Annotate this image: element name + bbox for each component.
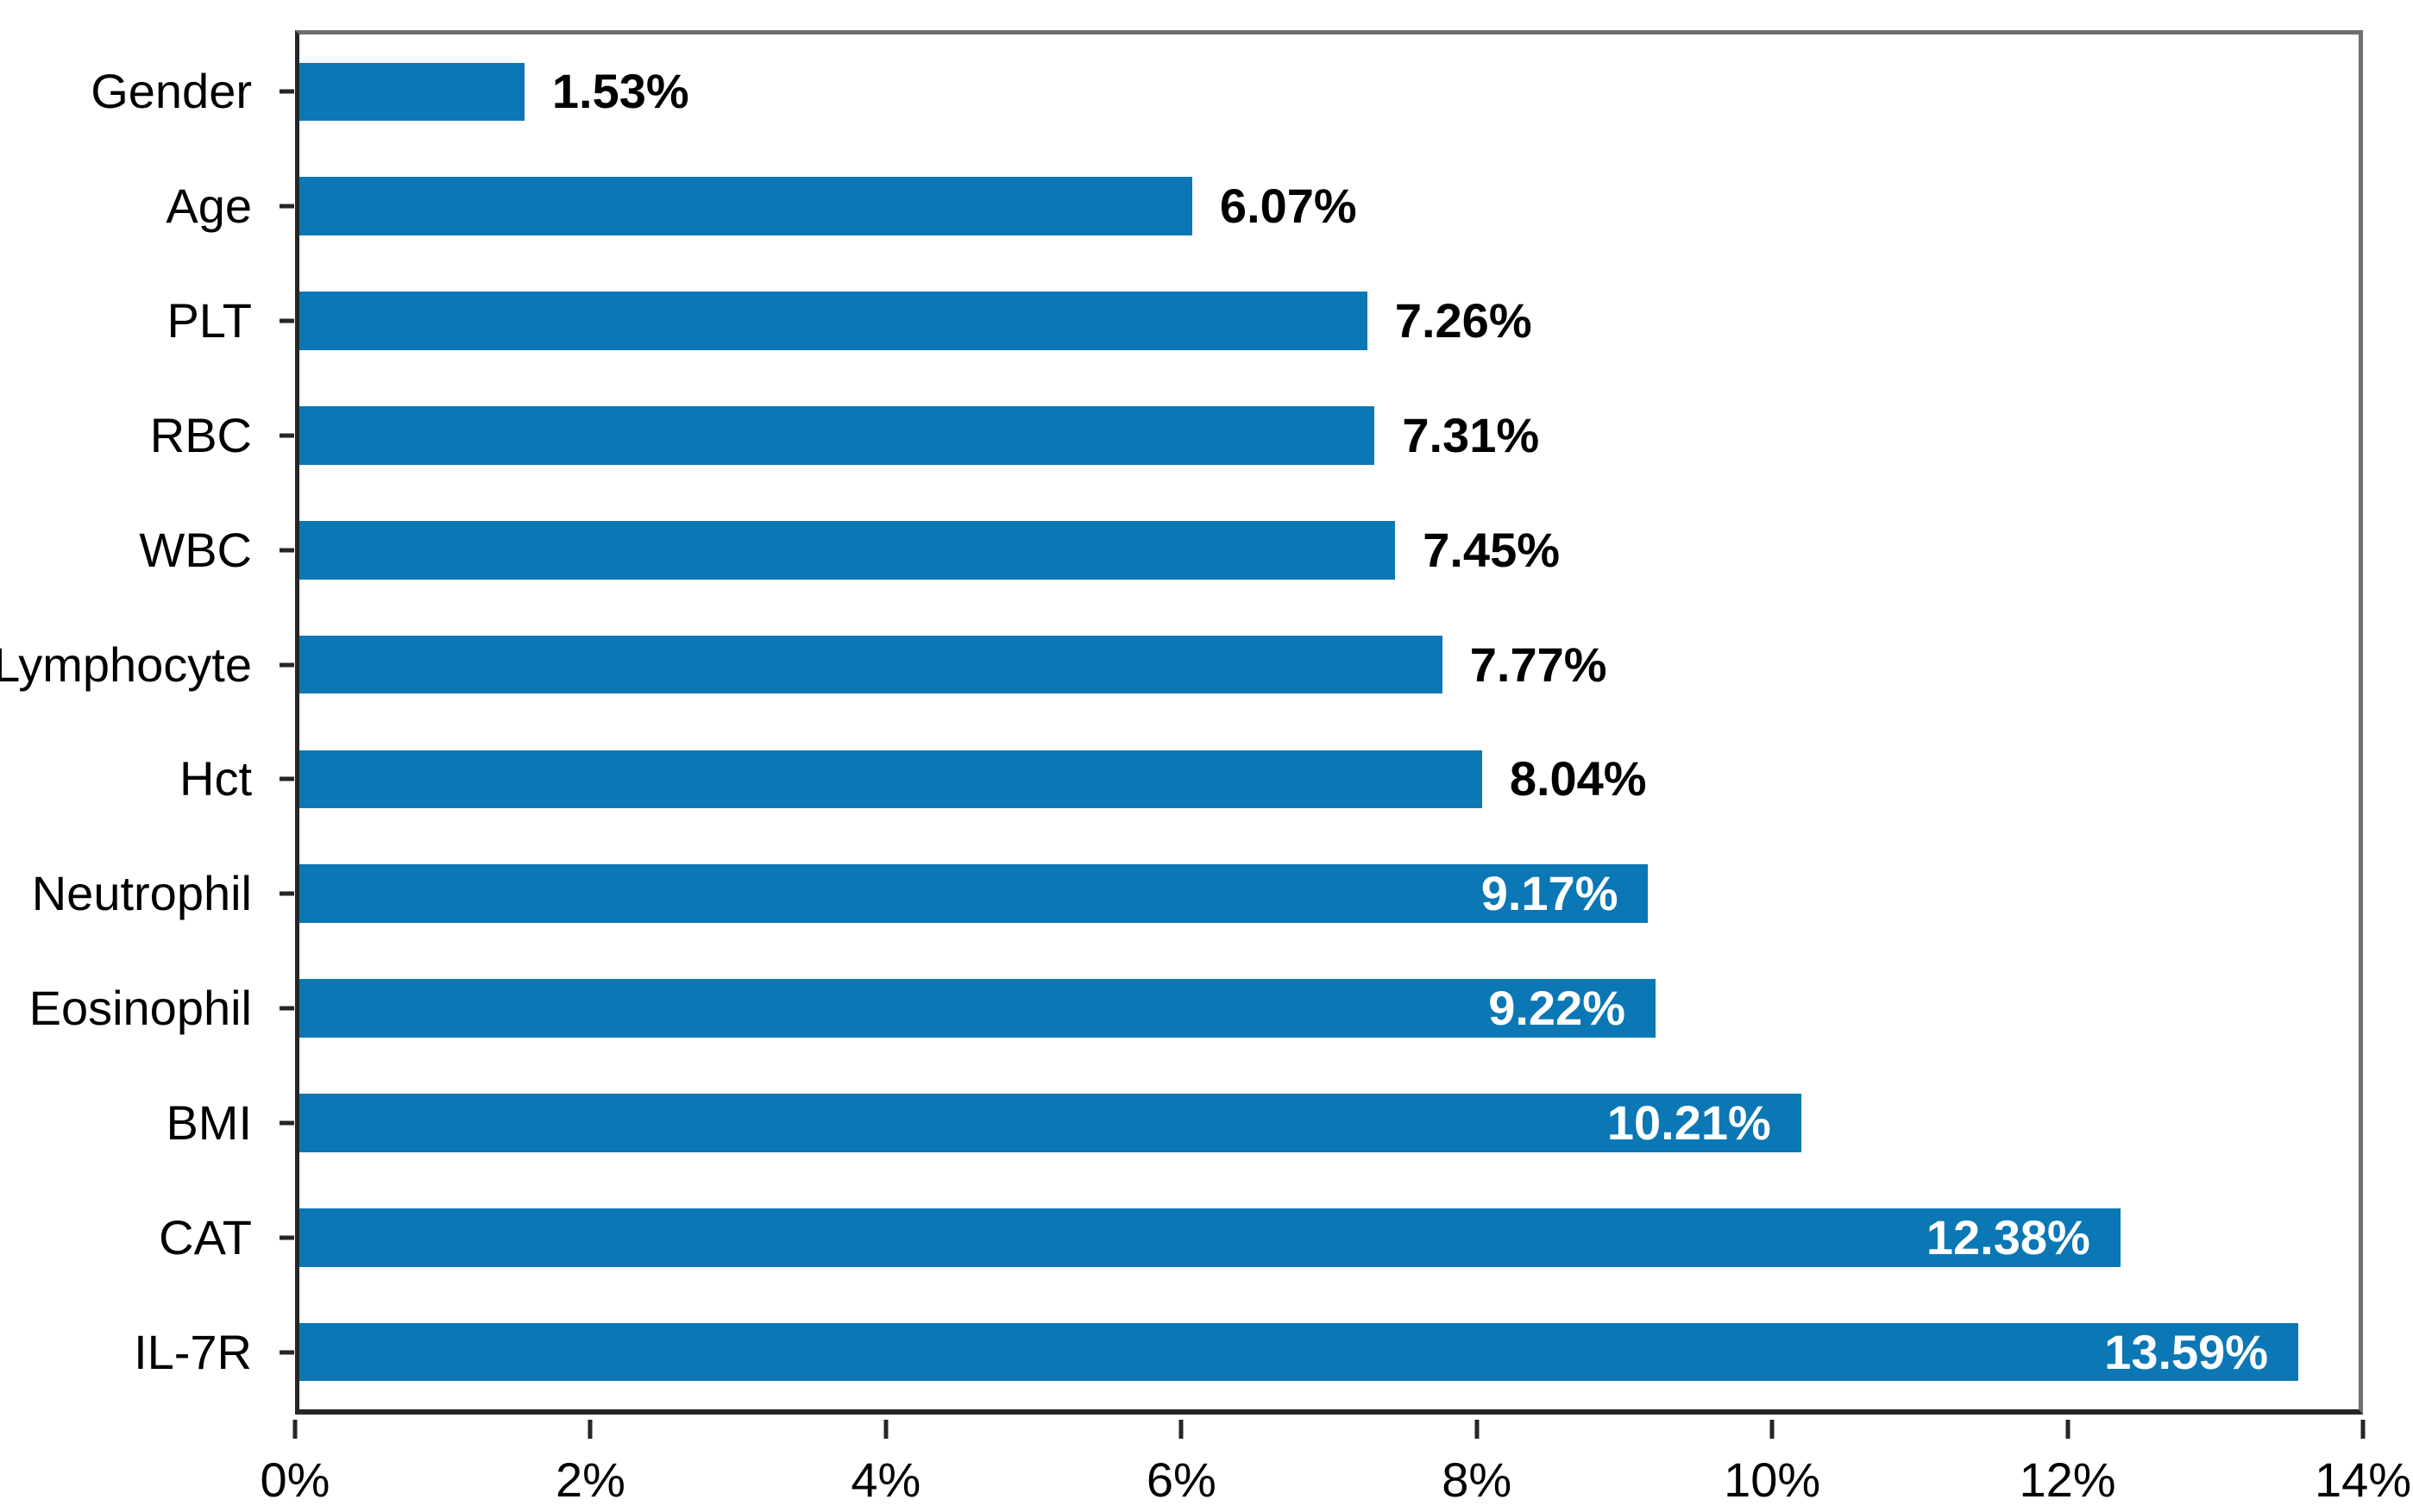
bar [299,62,525,122]
category-label: BMI [166,1095,252,1150]
x-axis-tick-label: 12% [2019,1452,2116,1507]
x-axis-tick-mark [1178,1420,1184,1439]
bar [299,864,1649,924]
category-label: WBC [139,522,252,577]
value-label: 13.59% [2104,1324,2269,1379]
category-label: Lymphocyte [0,637,252,692]
value-label: 8.04% [1509,751,1647,806]
bar-row: BMI 10.21% [166,1066,2359,1181]
x-axis-tick-label: 4% [851,1452,921,1507]
bar [299,520,1396,580]
x-axis-tick-mark [883,1420,889,1439]
category-tick-mark [280,1235,294,1240]
bar-row: Hct 8.04% [179,722,2359,837]
category-tick-mark [280,776,294,781]
value-label: 7.26% [1394,293,1532,348]
category-label: Neutrophil [31,866,252,921]
value-label: 7.45% [1423,522,1561,577]
x-axis-tick-label: 10% [1724,1452,1821,1507]
bar [299,1322,2299,1382]
value-label: 9.17% [1480,866,1618,921]
x-axis-tick-label: 14% [2314,1452,2412,1507]
category-tick-mark [280,891,294,896]
x-axis-tick-mark [2065,1420,2071,1439]
bar-row: Age 6.07% [166,149,2359,264]
value-label: 1.53% [551,64,689,119]
category-label: Gender [91,64,252,119]
value-label: 12.38% [1926,1209,2090,1264]
x-axis-tick-label: 2% [555,1452,625,1507]
bar [299,635,1442,694]
category-tick-mark [280,1120,294,1126]
value-label: 6.07% [1219,179,1357,234]
bar-row: Neutrophil 9.17% [32,837,2359,951]
x-axis-tick-mark [588,1420,593,1439]
bar-row: RBC 7.31% [150,379,2359,493]
x-axis-tick-mark [2360,1420,2366,1439]
category-label: IL-7R [134,1324,252,1379]
bar [299,1094,1801,1152]
bar [299,177,1192,236]
category-tick-mark [280,433,294,438]
bar-row: Lymphocyte 7.77% [0,607,2359,722]
category-label: Hct [179,751,252,806]
bar-row: WBC 7.45% [139,492,2359,607]
x-axis: 0% 2% 4% 6% 8% 10% 12% 14% [261,1420,2411,1512]
category-label: CAT [159,1209,252,1264]
bar [299,1208,2121,1267]
value-label: 10.21% [1606,1095,1771,1150]
category-label: RBC [149,407,252,462]
x-axis-tick-label: 8% [1442,1452,1512,1507]
bar [299,979,1656,1038]
x-axis-tick-label: 0% [260,1452,330,1507]
x-axis-tick-mark [1474,1420,1480,1439]
x-axis-tick-mark [292,1420,298,1439]
category-tick-mark [280,204,294,209]
bar-row: Gender 1.53% [91,35,2359,149]
category-tick-mark [280,1006,294,1011]
category-label: PLT [167,293,252,348]
bar-row: Eosinophil 9.22% [29,951,2359,1066]
category-label: Eosinophil [28,981,252,1036]
category-tick-mark [280,1350,294,1355]
bar-row: IL-7R 13.59% [134,1295,2359,1409]
category-label: Age [166,179,252,234]
bar-row: PLT 7.26% [167,264,2359,379]
category-tick-mark [280,318,294,323]
value-label: 7.77% [1469,637,1607,692]
plot-area: Gender 1.53% Age 6.07% PLT 7.26% RBC 7.31% WBC 7.… [0,30,2363,1415]
category-tick-mark [280,548,294,553]
category-tick-mark [280,89,294,94]
bar-row: CAT 12.38% [159,1180,2359,1295]
x-axis-tick-mark [1769,1420,1775,1439]
value-label: 9.22% [1488,981,1626,1036]
value-label: 7.31% [1402,407,1540,462]
bar [299,406,1375,465]
bar [299,750,1482,809]
bar [299,292,1367,350]
x-axis-tick-label: 6% [1146,1452,1216,1507]
category-tick-mark [280,662,294,668]
